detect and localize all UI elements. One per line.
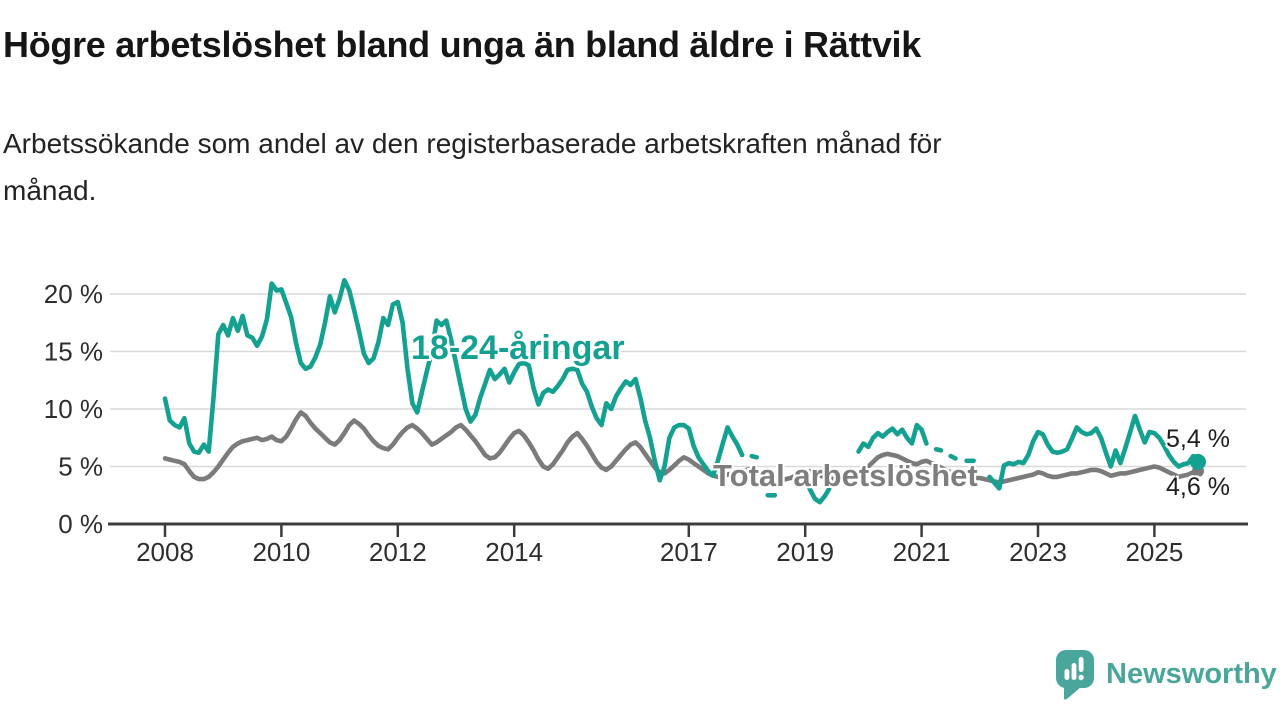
x-axis-tick-label: 2010: [252, 537, 310, 567]
series-line-young: [802, 475, 832, 505]
x-axis-tick-label: 2023: [1009, 537, 1067, 567]
y-axis-tick-label: 20 %: [44, 279, 103, 309]
series-line-young: [856, 422, 929, 454]
x-axis-tick-label: 2019: [776, 537, 834, 567]
series-line-young: [749, 453, 759, 460]
series-line-total: [162, 410, 1201, 485]
series-label-18-24: 18-24-åringar: [411, 329, 625, 367]
x-axis-tick-label: 2021: [893, 537, 951, 567]
page-title: Högre arbetslöshet bland unga än bland ä…: [3, 24, 921, 65]
series-line-young: [933, 447, 944, 453]
y-axis-tick-label: 15 %: [44, 337, 103, 367]
series-end-dot-young: [1190, 453, 1206, 470]
x-axis-tick-label: 2014: [485, 537, 543, 567]
newsworthy-logo-icon: [1056, 650, 1094, 700]
page-subtitle: Arbetssökande som andel av den registerb…: [3, 120, 942, 214]
y-axis-tick-label: 0 %: [58, 509, 103, 539]
x-axis-tick-label: 2017: [660, 537, 718, 567]
y-axis-tick-label: 10 %: [44, 394, 103, 424]
end-value-label-18-24: 5,4 %: [1166, 425, 1230, 453]
subtitle-line-1: Arbetssökande som andel av den registerb…: [3, 128, 942, 159]
end-value-label-total: 4,6 %: [1166, 473, 1230, 501]
series-line-young: [987, 413, 1201, 491]
series-line-young: [948, 453, 958, 461]
subtitle-line-2: månad.: [3, 175, 97, 206]
newsworthy-brand-text: Newsworthy: [1106, 658, 1277, 690]
series-line-young: [162, 277, 745, 483]
x-axis-tick-label: 2025: [1125, 537, 1183, 567]
x-axis-tick-label: 2008: [136, 537, 194, 567]
y-axis-tick-label: 5 %: [58, 452, 103, 482]
x-axis-tick-label: 2012: [369, 537, 427, 567]
series-label-total: Total arbetslöshet: [713, 458, 978, 493]
